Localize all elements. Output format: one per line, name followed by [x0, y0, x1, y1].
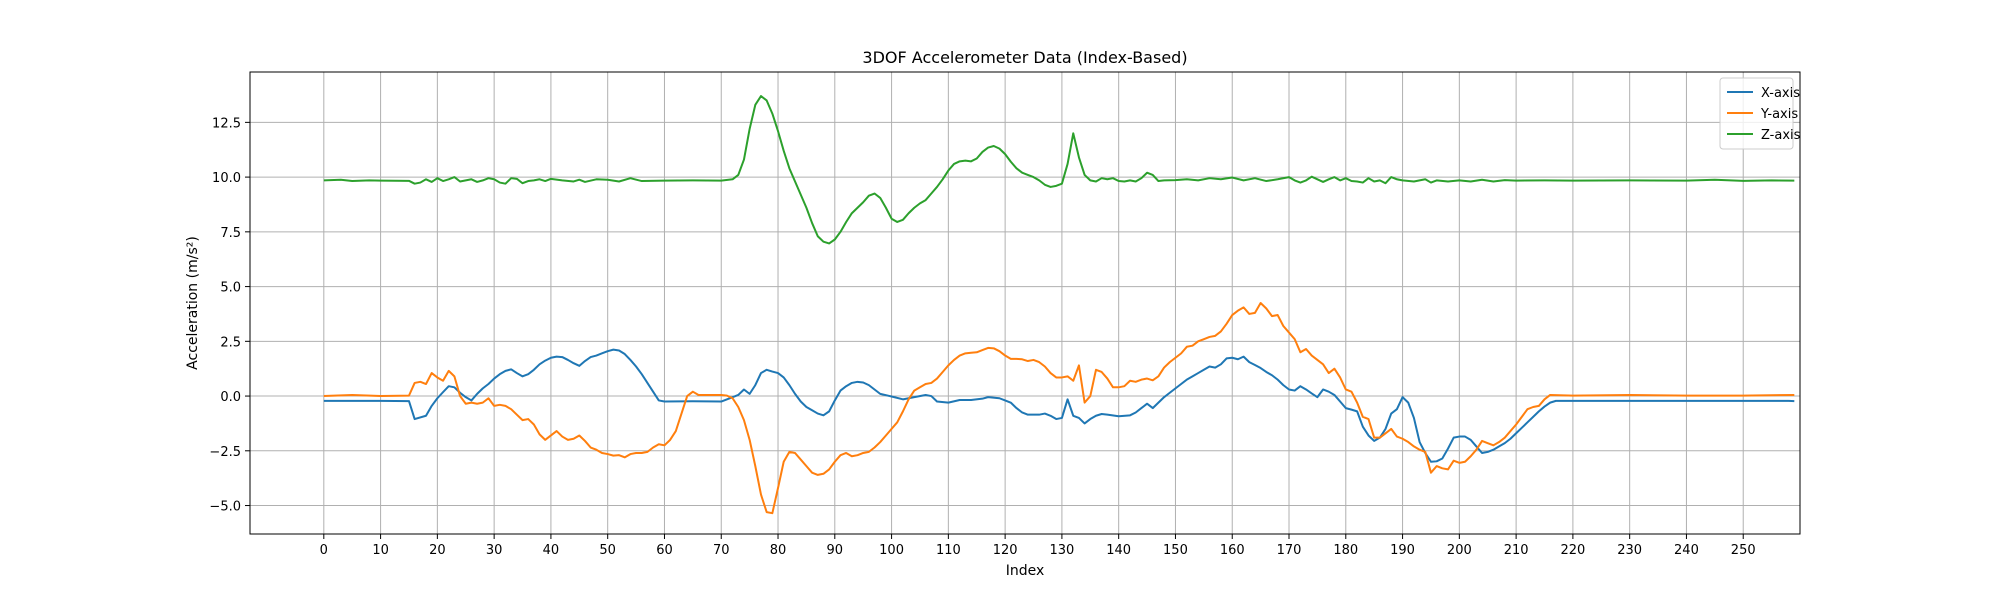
x-tick-label: 240: [1674, 543, 1699, 558]
legend-label-z-axis: Z-axis: [1761, 128, 1801, 143]
x-tick-label: 10: [372, 543, 389, 558]
x-tick-label: 130: [1049, 543, 1074, 558]
y-tick-label: 0.0: [220, 390, 241, 405]
x-tick-label: 160: [1220, 543, 1245, 558]
x-tick-label: 200: [1447, 543, 1472, 558]
x-tick-label: 40: [543, 543, 560, 558]
x-tick-label: 60: [656, 543, 673, 558]
legend-label-y-axis: Y-axis: [1760, 107, 1798, 122]
y-axis-ticks: −5.0 −2.5 0.0 2.5 5.0 7.5 10.0 12.5: [209, 116, 250, 515]
x-tick-label: 90: [827, 543, 844, 558]
x-tick-label: 170: [1277, 543, 1302, 558]
x-tick-label: 110: [936, 543, 961, 558]
plot-frame: [249, 71, 1801, 535]
x-tick-label: 180: [1333, 543, 1358, 558]
x-tick-label: 50: [599, 543, 616, 558]
y-tick-label: 10.0: [212, 171, 241, 186]
legend-label-x-axis: X-axis: [1761, 86, 1800, 101]
chart-title: 3DOF Accelerometer Data (Index-Based): [862, 48, 1187, 67]
x-axis-label: Index: [1006, 563, 1045, 579]
plot-area: [250, 72, 1800, 534]
x-tick-label: 80: [770, 543, 787, 558]
series-lines: [323, 95, 1795, 515]
x-tick-label: 220: [1560, 543, 1585, 558]
x-tick-label: 140: [1106, 543, 1131, 558]
y-axis-label: Acceleration (m/s²): [185, 236, 201, 370]
x-tick-label: 230: [1617, 543, 1642, 558]
series-line-x-axis: [323, 348, 1795, 463]
y-tick-label: 12.5: [212, 116, 241, 131]
x-axis-ticks: 0 10 20 30 40 50 60 70 80 90 100 110 120 130 140 150 160…: [320, 534, 1756, 558]
y-tick-label: −2.5: [209, 445, 241, 460]
y-tick-label: 2.5: [220, 335, 241, 350]
x-tick-label: 70: [713, 543, 730, 558]
y-tick-label: −5.0: [209, 500, 241, 515]
series-line-y-axis: [323, 302, 1795, 515]
x-tick-label: 250: [1731, 543, 1756, 558]
x-tick-label: 30: [486, 543, 503, 558]
grid-lines: [250, 72, 1800, 534]
x-tick-label: 100: [879, 543, 904, 558]
legend: X-axis Y-axis Z-axis: [1719, 77, 1801, 150]
series-line-z-axis: [323, 95, 1795, 245]
y-tick-label: 5.0: [220, 281, 241, 296]
legend-box: [1719, 77, 1794, 150]
x-tick-label: 150: [1163, 543, 1188, 558]
x-tick-label: 190: [1390, 543, 1415, 558]
y-tick-label: 7.5: [220, 226, 241, 241]
x-tick-label: 0: [320, 543, 328, 558]
x-tick-label: 120: [993, 543, 1018, 558]
x-tick-label: 210: [1504, 543, 1529, 558]
x-tick-label: 20: [429, 543, 446, 558]
